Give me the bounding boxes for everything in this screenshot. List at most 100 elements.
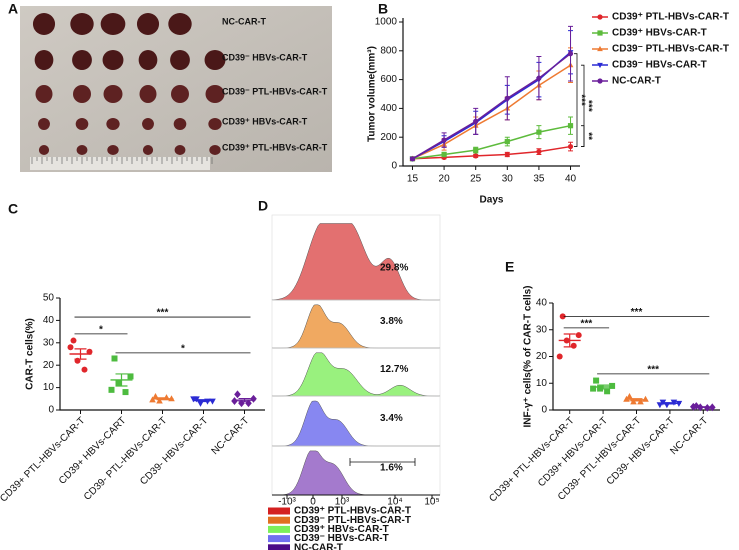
panel-letter: D [258, 198, 268, 214]
data-point [536, 129, 542, 135]
panel-letter: C [8, 201, 18, 217]
x-tick-label: CD39- HBVs-CAR-T [605, 415, 677, 487]
x-axis-label: Days [480, 195, 504, 206]
sem-bar [663, 402, 676, 405]
panel-a: A NC-CAR-T CD39⁻ HBVs-CAR-T CD39⁻ PTL-HBVs… [8, 1, 332, 172]
tumor [38, 145, 50, 155]
y-tick-label: 20 [536, 351, 548, 362]
tumor [142, 145, 154, 155]
tumor [138, 50, 158, 70]
panel-letter: E [505, 259, 514, 275]
tumor [70, 13, 94, 35]
y-tick-label: 200 [380, 132, 397, 143]
x-tick-label: 40 [565, 174, 577, 185]
data-point [197, 400, 204, 407]
x-tick-label: NC-CAR-T [210, 415, 252, 457]
percentage-label: 1.6% [380, 463, 403, 474]
series-line [412, 145, 571, 160]
significance-label: ** [582, 132, 593, 140]
legend-swatch [268, 525, 290, 533]
legend-label: CD39⁺ PTL-HBVs-CAR-T [294, 506, 411, 517]
data-point [609, 382, 616, 389]
series-line [412, 124, 571, 160]
tumor [34, 50, 54, 70]
x-tick-label: CD39- PTL-HBVs-CAR-T [82, 415, 170, 503]
sem-bar [697, 406, 710, 408]
tumor [75, 118, 89, 130]
data-point [67, 344, 74, 351]
significance-bracket [574, 53, 578, 147]
x-tick-label: 35 [533, 174, 545, 185]
tumor-label: CD39⁻ HBVs-CAR-T [222, 52, 308, 62]
y-tick-label: 1000 [375, 17, 398, 28]
data-point [567, 123, 574, 129]
y-tick-label: 40 [536, 298, 548, 309]
legend-label: CD39⁻ HBVs-CAR-T [612, 60, 707, 71]
legend-swatch [268, 544, 290, 550]
tumor [73, 85, 91, 103]
data-point [156, 397, 163, 404]
y-axis-label: INF-γ⁺ cells(% of CAR-T cells) [523, 286, 534, 428]
y-tick-label: 400 [380, 103, 397, 114]
series-line [412, 53, 571, 160]
x-tick-label: 10³ [335, 497, 350, 508]
y-tick-label: 0 [48, 405, 54, 416]
tumor [102, 50, 124, 70]
sem-bar [563, 333, 576, 348]
legend-marker [597, 14, 603, 20]
gate [349, 458, 416, 466]
data-point [409, 156, 416, 162]
y-tick-label: 40 [43, 315, 55, 326]
data-point [567, 51, 574, 57]
y-axis-label: Tumor volume(mm³) [367, 46, 378, 142]
data-point [127, 373, 134, 380]
legend-label: CD39⁺ HBVs-CAR-T [612, 28, 707, 39]
y-axis-label: CAR-T cells(%) [25, 318, 36, 390]
x-tick-label: 0 [310, 497, 316, 508]
data-point [567, 143, 574, 150]
tumor [208, 118, 222, 130]
data-point [590, 385, 597, 392]
legend-label: CD39⁻ HBVs-CAR-T [294, 533, 389, 544]
tumor-label: NC-CAR-T [222, 16, 266, 26]
axis [552, 303, 720, 411]
data-point [231, 397, 238, 405]
tumor [103, 85, 123, 103]
tumor [76, 145, 88, 155]
sem-bar [74, 348, 87, 360]
data-point [504, 151, 510, 158]
x-tick-label: CD39- HBVs-CAR-T [138, 415, 210, 487]
data-point [115, 380, 122, 387]
data-point [234, 390, 241, 399]
legend-marker [597, 62, 603, 69]
tumor [136, 13, 160, 35]
data-point [575, 332, 582, 339]
data-point [111, 355, 118, 362]
y-tick-label: 10 [43, 382, 55, 393]
data-point [559, 313, 566, 320]
data-point [504, 138, 510, 145]
tumor [170, 50, 190, 70]
data-point [86, 348, 93, 355]
x-tick-label: 10⁴ [387, 497, 402, 508]
legend-marker [597, 45, 603, 52]
legend-marker [597, 78, 603, 84]
series-line [412, 51, 572, 160]
data-point [604, 388, 611, 395]
data-point [108, 386, 115, 393]
legend-label: CD39⁻ PTL-HBVs-CAR-T [294, 515, 411, 526]
y-tick-label: 30 [536, 324, 548, 335]
tumor [168, 13, 192, 35]
percentage-label: 29.8% [380, 262, 408, 273]
sem-bar [115, 373, 128, 387]
data-point [626, 393, 633, 400]
panel-d: D 29.8% 3.8% 12.7% 3.4% 1.6% -10³ 0 10³ 10⁴ 10⁵ CD… [258, 198, 441, 550]
data-point [473, 147, 479, 153]
data-point [81, 366, 88, 373]
y-tick-label: 10 [536, 378, 548, 389]
legend-marker [597, 30, 603, 36]
tumor [106, 118, 120, 130]
histogram [271, 450, 440, 496]
histogram [271, 400, 440, 447]
